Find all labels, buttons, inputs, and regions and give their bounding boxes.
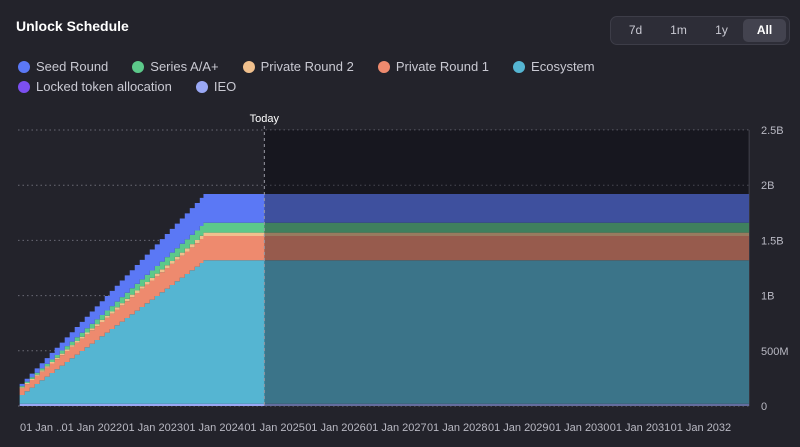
legend-item-seed-round[interactable]: Seed Round — [18, 59, 108, 74]
x-tick-label: 01 Jan 2026 — [305, 422, 366, 434]
legend-item-series-a[interactable]: Series A/A+ — [132, 59, 219, 74]
legend-label: Ecosystem — [531, 59, 595, 74]
x-tick-label: 01 Jan 2023 — [122, 422, 183, 434]
y-tick-label: 1.5B — [761, 235, 784, 247]
legend-item-private-round-1[interactable]: Private Round 1 — [377, 59, 490, 74]
legend-label: Private Round 1 — [395, 59, 490, 74]
chart-legend: Seed Round Series A/A+ Private Round 2 P… — [18, 59, 778, 94]
range-all-button[interactable]: All — [743, 19, 786, 42]
y-tick-label: 2B — [761, 180, 774, 192]
range-1y-button[interactable]: 1y — [715, 23, 728, 37]
x-tick-label: 01 Jan 2025 — [244, 422, 305, 434]
x-tick-label: 01 Jan 2031 — [610, 422, 671, 434]
legend-dot-icon — [18, 80, 30, 93]
y-tick-label: 500M — [761, 346, 789, 358]
legend-label: Locked token allocation — [36, 79, 172, 94]
range-1m-button[interactable]: 1m — [670, 23, 687, 37]
x-tick-label: 01 Jan 2022 — [62, 422, 123, 434]
legend-item-ieo[interactable]: IEO — [195, 79, 237, 94]
x-tick-label: 01 Jan 2029 — [488, 422, 549, 434]
legend-label: Seed Round — [36, 59, 109, 74]
legend-dot-icon — [195, 80, 208, 93]
legend-label: Series A/A+ — [150, 59, 219, 74]
x-tick-label: 01 Jan ... — [20, 422, 65, 434]
x-tick-label: 01 Jan 2032 — [671, 422, 732, 434]
range-7d-button[interactable]: 7d — [628, 23, 643, 37]
time-range-selector: 7d 1m 1y All — [610, 16, 790, 45]
today-label: Today — [250, 113, 280, 125]
legend-label: IEO — [213, 79, 237, 94]
chart-title: Unlock Schedule — [16, 18, 129, 34]
area-series-ecosystem — [19, 260, 750, 404]
area-series-ieo — [19, 403, 750, 406]
legend-label: Private Round 2 — [260, 59, 354, 74]
x-tick-label: 01 Jan 2030 — [549, 422, 610, 434]
legend-dot-icon — [513, 60, 526, 73]
future-region-overlay — [264, 130, 749, 406]
legend-item-private-round-2[interactable]: Private Round 2 — [242, 59, 354, 74]
y-tick-label: 2.5B — [761, 125, 784, 137]
legend-dot-icon — [18, 60, 30, 73]
legend-item-ecosystem[interactable]: Ecosystem — [513, 59, 595, 74]
legend-dot-icon — [242, 60, 255, 73]
legend-dot-icon — [377, 60, 390, 73]
x-tick-label: 01 Jan 2024 — [183, 422, 244, 434]
x-tick-label: 01 Jan 2027 — [366, 422, 427, 434]
x-tick-label: 01 Jan 2028 — [427, 422, 488, 434]
y-tick-label: 0 — [761, 401, 767, 413]
area-series-seed-round — [19, 194, 750, 387]
legend-dot-icon — [132, 60, 145, 73]
y-tick-label: 1B — [761, 291, 774, 303]
legend-item-locked-token-allocation[interactable]: Locked token allocation — [18, 79, 172, 94]
area-series-private-round-1 — [19, 235, 750, 395]
